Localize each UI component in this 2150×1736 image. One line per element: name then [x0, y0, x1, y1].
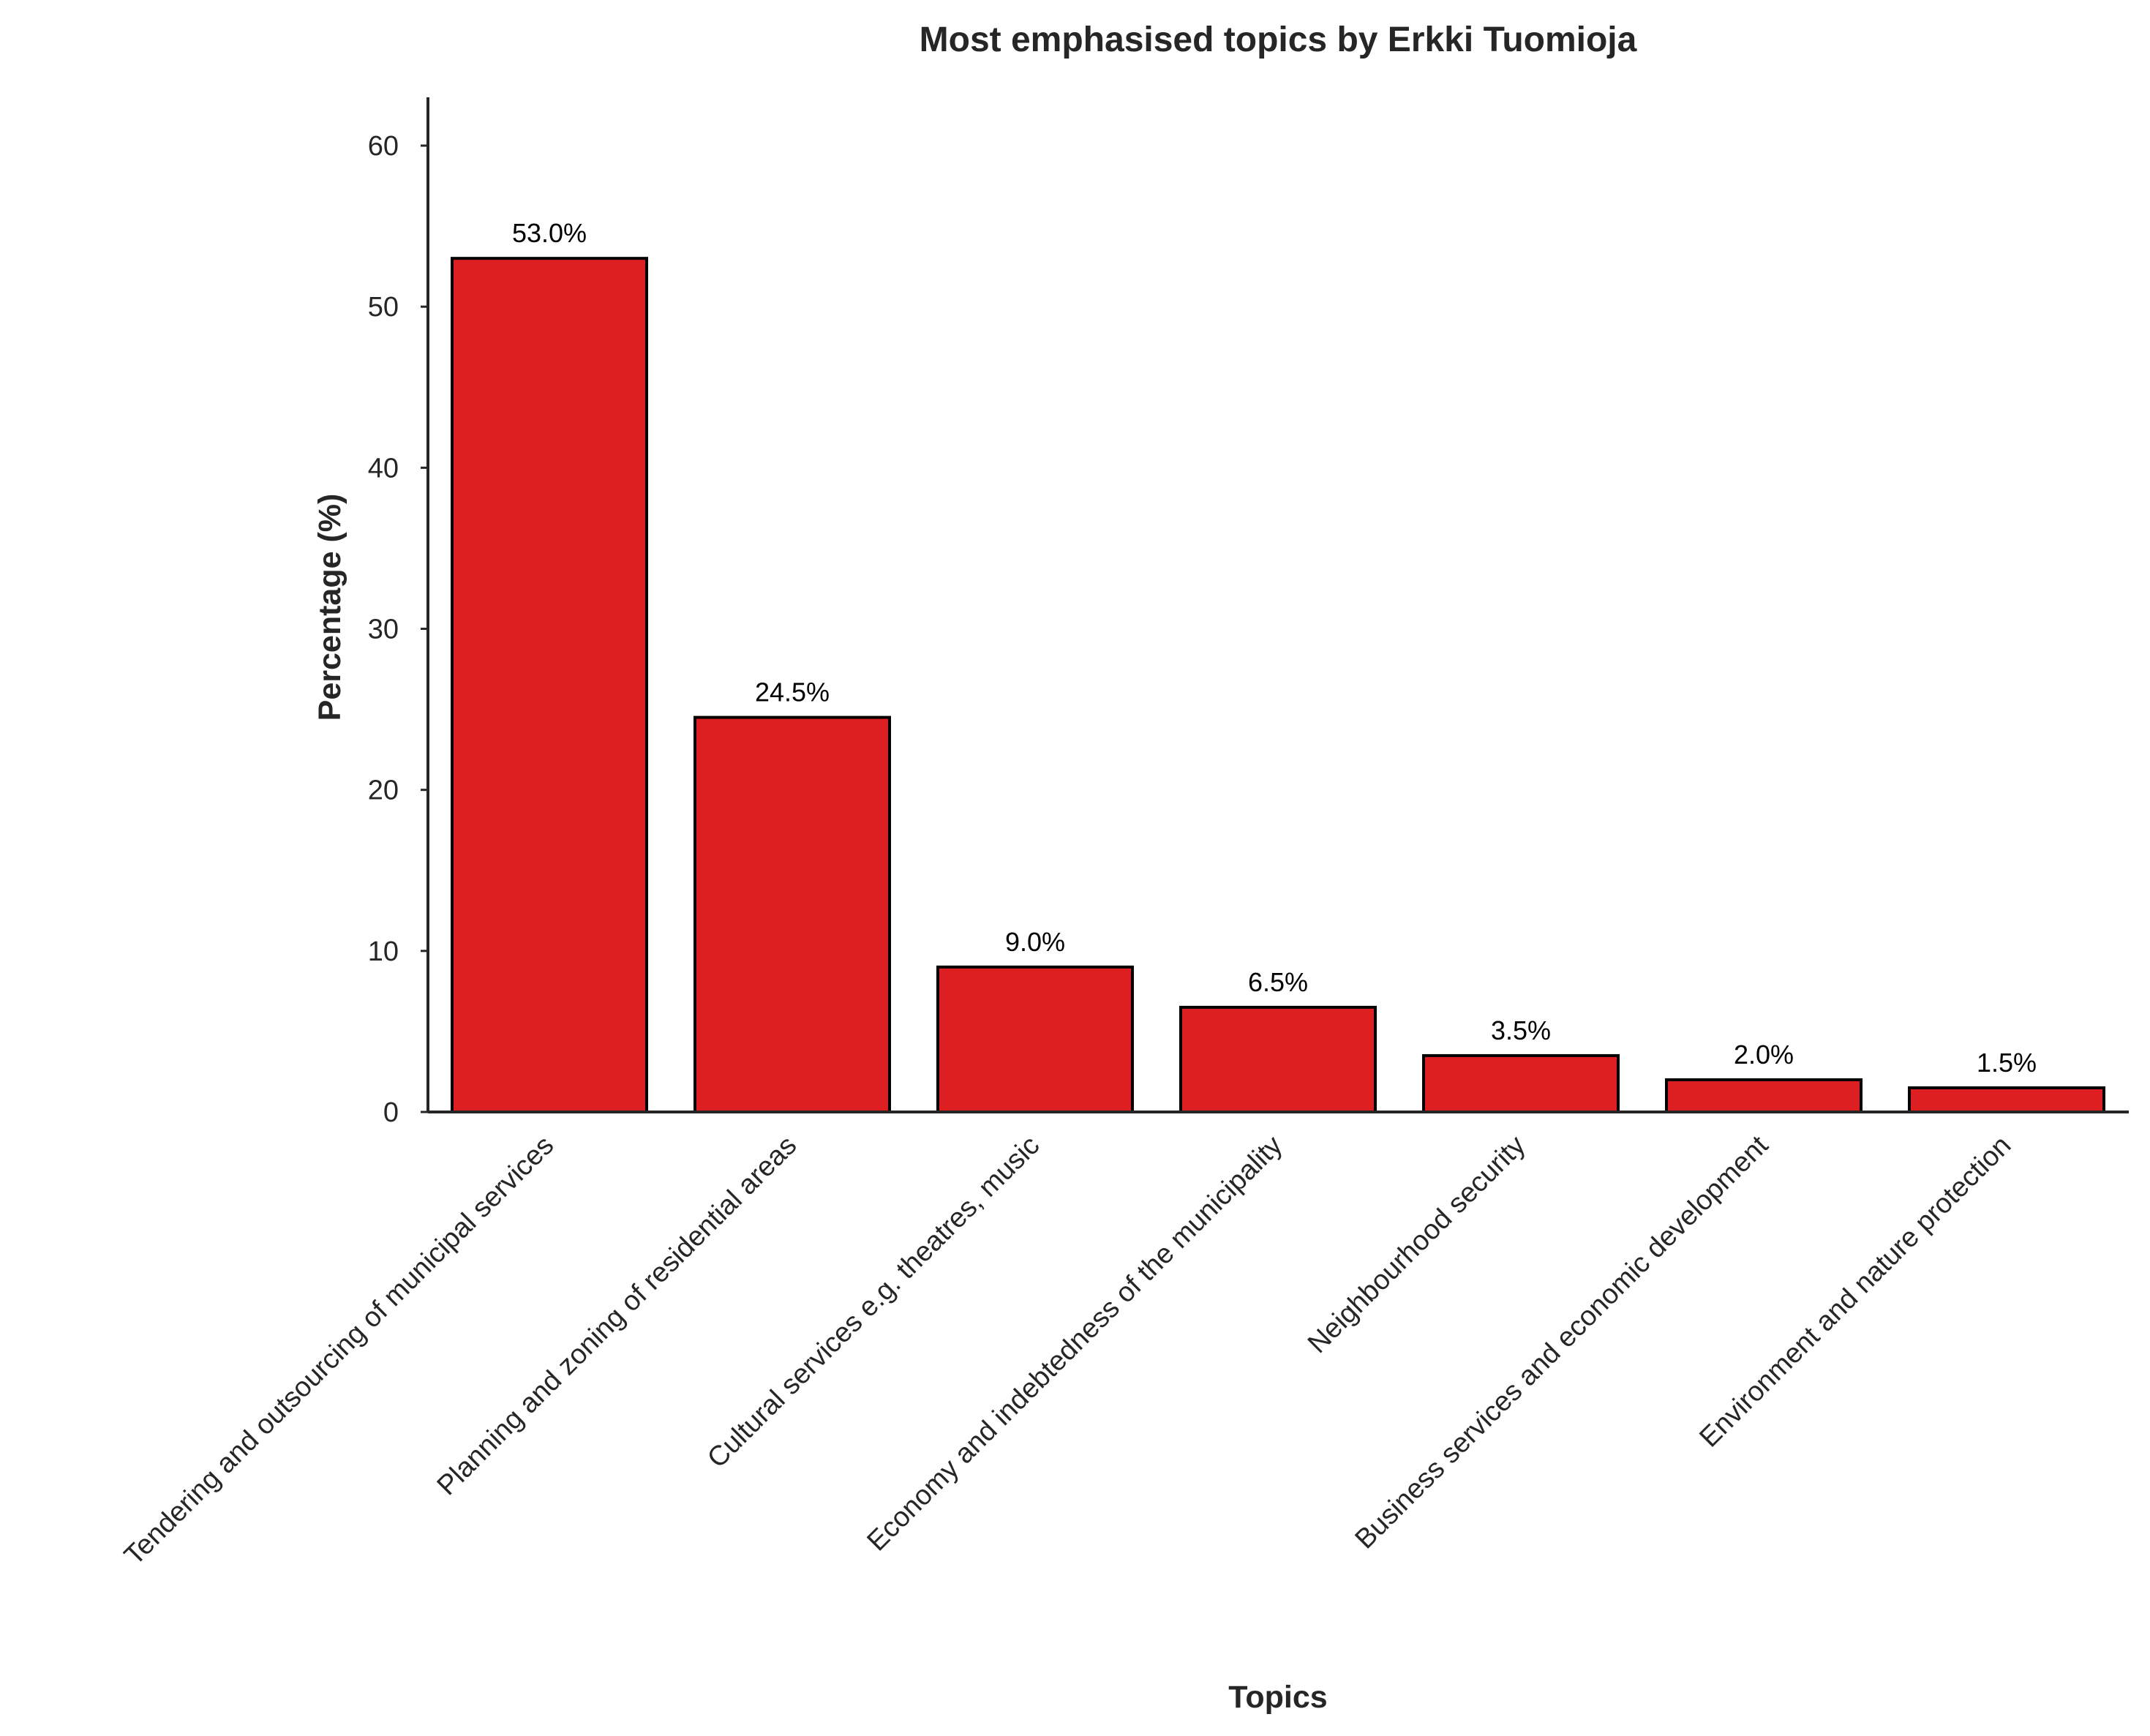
y-tick-label: 0 [383, 1097, 399, 1128]
data-label: 1.5% [1977, 1048, 2037, 1078]
x-axis-ticks: Tendering and outsourcing of municipal s… [119, 1130, 2017, 1571]
x-axis-label: Topics [1228, 1680, 1327, 1715]
x-tick-label: Tendering and outsourcing of municipal s… [119, 1130, 560, 1571]
bar [451, 257, 648, 1114]
bar [1908, 1086, 2105, 1114]
chart-title: Most emphasised topics by Erkki Tuomioja [920, 20, 1637, 59]
y-axis-label: Percentage (%) [312, 494, 347, 721]
y-tick-label: 60 [368, 131, 399, 162]
data-label: 9.0% [1005, 927, 1065, 957]
bar [1179, 1005, 1377, 1114]
bar [1422, 1053, 1620, 1114]
data-label: 3.5% [1491, 1015, 1551, 1045]
data-label: 2.0% [1734, 1040, 1794, 1070]
data-label: 24.5% [755, 677, 830, 707]
y-tick-label: 10 [368, 936, 399, 967]
y-axis-ticks: 0 10 20 30 40 50 60 [368, 131, 428, 1128]
bar [936, 965, 1134, 1114]
data-label: 6.5% [1248, 967, 1308, 997]
x-tick-label: Business services and economic developme… [1350, 1130, 1775, 1555]
bar [1665, 1078, 1863, 1114]
y-tick-label: 50 [368, 292, 399, 323]
y-tick-label: 30 [368, 615, 399, 645]
y-tick-label: 20 [368, 775, 399, 806]
bar [694, 715, 891, 1113]
y-tick-label: 40 [368, 453, 399, 484]
data-label: 53.0% [512, 218, 587, 248]
x-tick-label: Economy and indebtedness of the municipa… [862, 1130, 1289, 1557]
data-labels: 53.0% 24.5% 9.0% 6.5% 3.5% 2.0% 1.5% [512, 218, 2037, 1078]
x-tick-label: Neighbourhood security [1302, 1130, 1532, 1360]
